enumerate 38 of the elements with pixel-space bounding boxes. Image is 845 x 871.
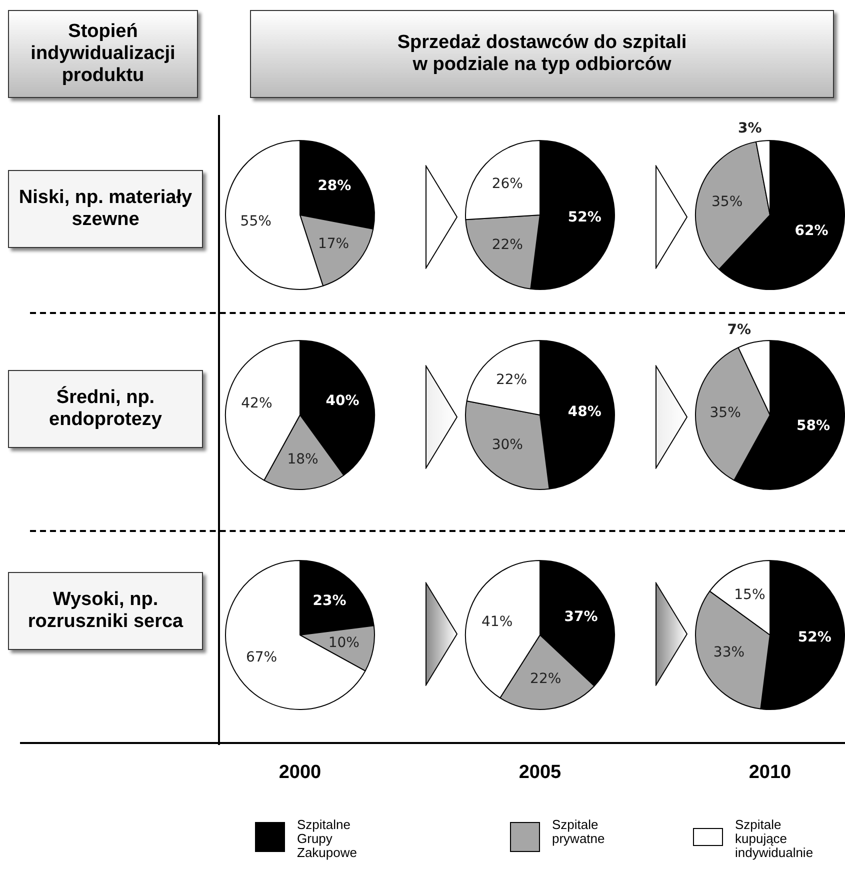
data-label: 10%: [328, 635, 360, 652]
data-label: 42%: [241, 396, 272, 412]
data-label: 30%: [492, 437, 523, 454]
data-label: 55%: [240, 214, 272, 230]
text: Sprzedaż dostawców do szpitali w podziale na typ odbiorców: [250, 10, 834, 98]
data-label: 35%: [710, 405, 741, 422]
data-label: 7%: [727, 322, 752, 338]
text: 2005: [518, 762, 562, 784]
data-label: 22%: [492, 237, 523, 254]
data-label: 52%: [568, 209, 602, 226]
data-label: 22%: [496, 372, 528, 388]
legend-label: Szpitale prywatne: [552, 817, 606, 846]
data-label: 52%: [798, 629, 832, 646]
data-label: 15%: [734, 586, 766, 603]
data-label: 22%: [530, 670, 562, 687]
data-label: 40%: [326, 392, 360, 409]
data-label: 26%: [492, 176, 523, 192]
data-label: 37%: [564, 608, 598, 625]
text: Niski, np. materiały szewne: [8, 170, 203, 248]
data-label: 3%: [738, 120, 762, 137]
text: Średni, np. endoprotezy: [8, 370, 203, 448]
data-label: 58%: [796, 418, 830, 434]
data-label: 17%: [318, 236, 350, 252]
data-label: 18%: [287, 451, 318, 468]
data-label: 67%: [246, 649, 278, 666]
data-label: 62%: [794, 223, 828, 240]
data-label: 48%: [568, 404, 602, 420]
text: 2010: [748, 762, 792, 784]
text: Stopień indywidualizacji produktu: [8, 10, 198, 98]
data-label: 28%: [318, 178, 352, 194]
data-label: 33%: [713, 644, 745, 660]
legend-label: Szpitale kupujące indywidualnie: [735, 817, 814, 860]
data-label: 35%: [712, 194, 743, 210]
data-label: 23%: [312, 593, 346, 610]
text: Wysoki, np. rozruszniki serca: [8, 572, 203, 650]
legend-label: Szpitalne Grupy Zakupowe: [297, 817, 358, 860]
data-label: 41%: [482, 614, 513, 630]
text: 2000: [278, 762, 322, 784]
